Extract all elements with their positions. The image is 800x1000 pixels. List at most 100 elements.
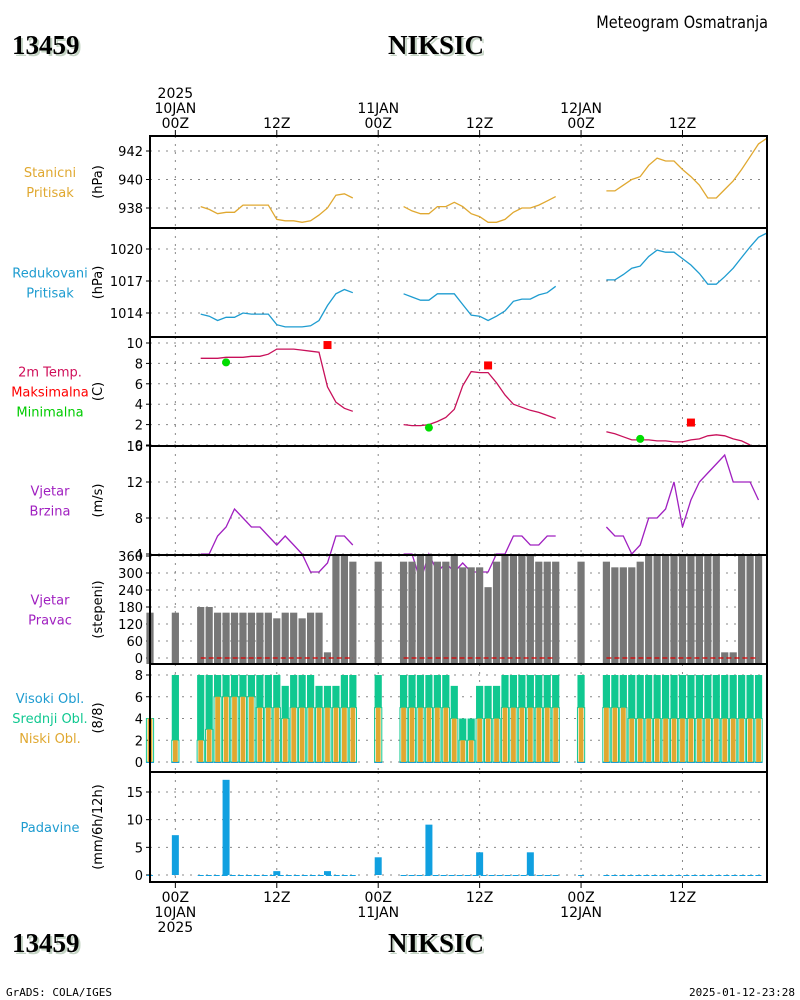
mid-cloud-bar [738,675,746,719]
low-cloud-bar [747,718,753,762]
low-cloud-bar [451,718,457,762]
mid-cloud-bar [467,718,475,741]
bottom-time-label: 12Z [669,890,696,906]
y-tick-label: 8 [135,669,143,684]
low-cloud-bar [316,707,322,762]
y-tick-label: 5 [135,841,143,856]
panel-frame [149,336,768,447]
y-tick-label: 10 [126,337,143,352]
low-cloud-bar [756,718,761,762]
top-time-label: 12Z [669,116,696,132]
wind-dir-bar [526,556,534,664]
low-cloud-bar [426,707,432,762]
low-cloud-bar [519,707,525,762]
low-cloud-bar [553,707,559,762]
top-time-label: 2025 [158,86,194,102]
mid-cloud-bar [247,675,256,697]
wind-dir-bar [712,556,720,664]
wind-dir-bar [306,612,315,664]
panel-label: Maksimalna [11,386,89,401]
wind-dir-bar [636,561,644,664]
mid-cloud-bar [577,675,585,708]
wind-dir-bar [518,556,526,664]
panel-wind-direction: 0 60 120 180 240 300 360 (stepeni) Vjetar Pravac [28,550,768,667]
mid-cloud-bar [645,675,653,719]
low-cloud-bar [257,707,263,762]
wind-dir-bar [645,556,653,664]
mid-cloud-bar [492,685,501,719]
mid-cloud-bar [476,685,484,719]
mid-cloud-bar [340,675,348,708]
low-cloud-bar [713,718,719,762]
panel-label: Padavine [21,821,80,836]
mid-cloud-bar [197,675,205,741]
wind-dir-bar [214,612,222,664]
top-time-label: 12Z [263,116,290,132]
wind-dir-bar [205,607,213,664]
wind-dir-bar [332,556,340,664]
low-cloud-bar [434,707,440,762]
top-time-label: 00Z [567,116,594,132]
mid-cloud-bar [222,675,230,697]
y-tick-label: 0 [135,756,143,771]
y-tick-label: 360 [118,550,143,565]
y-tick-label: 15 [126,786,143,801]
mid-cloud-bar [754,675,763,719]
wind-dir-bar [729,652,737,664]
mid-cloud-bar [628,675,636,719]
station-name-footer: NIKSIC [388,928,485,958]
top-time-label: 12JAN [560,101,602,117]
wind-dir-bar [552,561,560,664]
max-temp-marker [686,418,695,427]
y-tick-label: 938 [118,202,143,217]
low-cloud-bar [646,718,652,762]
y-tick-label: 2 [135,419,143,434]
wind-dir-bar [661,556,670,664]
low-cloud-bar [443,707,449,762]
series-line [200,348,354,412]
panel-label: Pritisak [26,186,74,201]
low-cloud-bar [696,718,702,762]
mid-cloud-bar [442,675,450,708]
panel-frame [149,771,768,883]
low-cloud-bar [680,718,685,762]
mid-cloud-bar [661,675,670,719]
low-cloud-bar [282,718,288,762]
precip-bar [526,852,534,875]
mid-cloud-bar [611,675,619,708]
panel-frame [149,445,768,556]
y-tick-label: 240 [118,584,143,599]
wind-dir-bar [543,561,551,664]
low-cloud-bar [730,718,736,762]
y-tick-label: 4 [135,398,143,413]
low-cloud-bar [612,707,618,762]
low-cloud-bar [401,707,406,762]
mid-cloud-bar [535,675,543,708]
low-cloud-bar [722,718,728,762]
mid-cloud-bar [239,675,247,697]
low-cloud-bar [172,740,178,762]
wind-dir-bar [754,556,763,664]
wind-dir-bar [197,607,205,664]
precip-bar [273,871,281,875]
low-cloud-bar [265,707,271,762]
bottom-time-label: 12Z [466,890,493,906]
mid-cloud-bar [501,675,509,708]
panel-label: Pravac [28,614,72,629]
wind-dir-bar [653,556,661,664]
y-axis-label: (8/8) [91,702,106,733]
low-cloud-bar [198,740,204,762]
wind-dir-bar [315,612,323,664]
low-cloud-bar [688,718,694,762]
panel-station-pressure: 938 940 942 (hPa) Stanicni Pritisak [24,135,768,229]
bottom-time-label: 10JAN [154,905,196,921]
y-tick-label: 0 [135,652,143,667]
y-tick-label: 4 [135,548,143,563]
y-axis-label: (C) [91,382,106,401]
mid-cloud-bar [746,675,754,719]
wind-dir-bar [433,561,441,664]
low-cloud-bar [604,707,609,762]
low-cloud-bar [460,740,466,762]
panel-temperature: 0 2 4 6 8 10 (C) 2m Temp. Maksimalna Minimalna [11,336,768,454]
mid-cloud-bar [281,685,289,719]
